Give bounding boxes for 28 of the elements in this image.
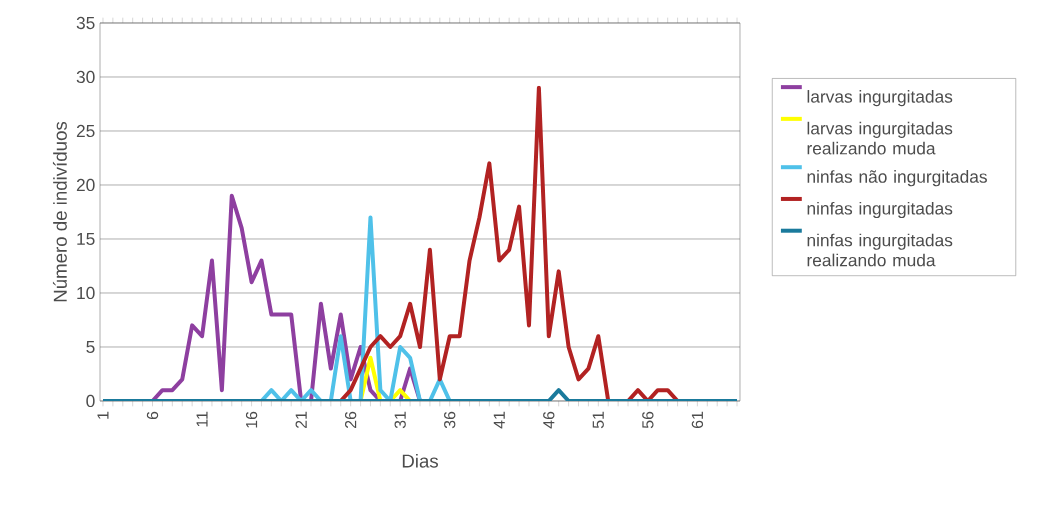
legend-label: ninfas ingurgitadas realizando muda xyxy=(807,233,953,267)
y-tick-label: 10 xyxy=(77,286,95,300)
y-axis-title: Número de indivíduos xyxy=(52,121,67,302)
legend-label: larvas ingurgitadas realizando muda xyxy=(807,121,953,155)
x-tick-label: 1 xyxy=(97,411,109,419)
x-tick-label: 11 xyxy=(196,411,208,427)
y-tick-label: 30 xyxy=(76,70,95,84)
x-axis-title: Dias xyxy=(402,453,438,468)
x-tick-label: 61 xyxy=(691,411,704,429)
x-tick-label: 6 xyxy=(146,411,159,420)
x-tick-label: 46 xyxy=(543,411,555,429)
x-tick-label: 26 xyxy=(345,411,357,429)
legend-label: larvas ingurgitadas xyxy=(807,90,953,107)
y-tick-label: 35 xyxy=(76,16,95,30)
y-tick-label: 5 xyxy=(86,340,95,354)
x-tick-label: 51 xyxy=(592,411,604,429)
legend-label: ninfas não ingurgitadas xyxy=(807,170,987,187)
legend-label: ninfas ingurgitadas xyxy=(807,201,953,219)
x-tick-label: 36 xyxy=(444,411,456,429)
x-tick-label: 21 xyxy=(295,411,307,429)
y-tick-label: 20 xyxy=(76,178,95,192)
x-tick-label: 41 xyxy=(493,411,505,429)
y-tick-label: 25 xyxy=(76,124,95,138)
x-tick-label: 56 xyxy=(642,411,654,429)
x-tick-label: 16 xyxy=(245,411,258,428)
y-tick-label: 0 xyxy=(86,394,95,408)
x-tick-label: 31 xyxy=(394,411,406,429)
y-tick-label: 15 xyxy=(77,232,95,246)
